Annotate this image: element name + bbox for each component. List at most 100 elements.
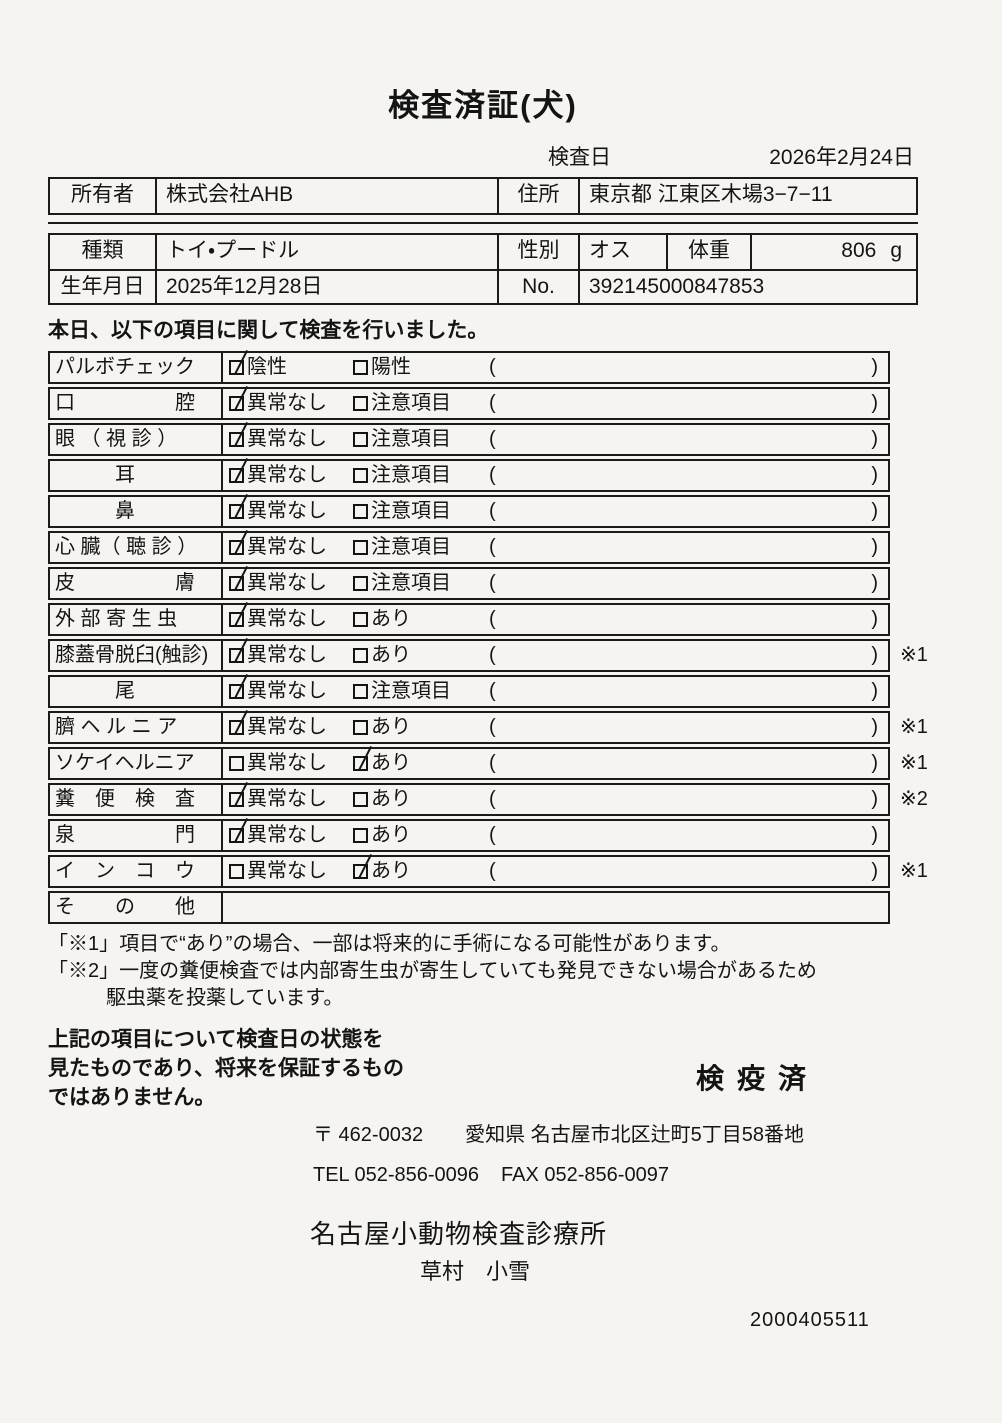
checkbox-option1-icon bbox=[229, 612, 244, 627]
row-note-mark: ※1 bbox=[900, 716, 928, 738]
breed-row: 種類 トイ・プードル 性別 オス 体重 806 g bbox=[50, 235, 916, 269]
owner-table: 所有者 株式会社AHB 住所 東京都 江東区木場3−7−11 bbox=[48, 177, 918, 215]
checklist-row: パルボチェック 陰性 陽性 ( ) bbox=[48, 351, 890, 384]
checklist-row: 耳 異常なし 注意項目 ( ) bbox=[48, 459, 890, 492]
paren-close-mark: ) bbox=[871, 788, 878, 810]
inspection-date-label: 検査日 bbox=[548, 146, 611, 169]
option2-label: 注意項目 bbox=[371, 680, 451, 702]
option1-label: 異常なし bbox=[247, 572, 327, 594]
clinic-name: 名古屋小動物検査診療所 bbox=[310, 1219, 608, 1249]
option1-label: 異常なし bbox=[247, 680, 327, 702]
checklist-row: ソケイヘルニア 異常なし あり ( ) ※1 bbox=[48, 747, 928, 780]
checklist-row-options: 異常なし あり ( ) bbox=[223, 641, 888, 670]
option2-label: 陽性 bbox=[371, 356, 411, 378]
postal-code: 〒 462-0032 bbox=[313, 1124, 424, 1146]
checklist-row-options: 異常なし 注意項目 ( ) bbox=[223, 533, 888, 562]
checklist-row-label: 糞 便 検 査 bbox=[50, 785, 223, 814]
checklist-row-options: ( ) bbox=[223, 893, 888, 922]
option1-label: 異常なし bbox=[247, 392, 327, 414]
paren-open-mark: ( bbox=[489, 536, 496, 558]
footnote-2-line2: 駆虫薬を投薬しています。 bbox=[106, 987, 344, 1009]
checklist-row-options: 異常なし あり ( ) bbox=[223, 605, 888, 634]
clinic-address: 愛知県 名古屋市北区辻町5丁目58番地 bbox=[465, 1124, 805, 1146]
paren-close-mark: ) bbox=[871, 608, 878, 630]
checkbox-option1-icon bbox=[229, 468, 244, 483]
option2-label: 注意項目 bbox=[371, 428, 451, 450]
checklist-row: 口 腔 異常なし 注意項目 ( ) bbox=[48, 387, 890, 420]
paren-open-mark: ( bbox=[489, 860, 496, 882]
checklist-row-label: 外 部 寄 生 虫 bbox=[50, 605, 223, 634]
footer-block: 上記の項目について検査日の状態を 見たものであり、将来を保証するもの ではありま… bbox=[48, 1025, 918, 1112]
checklist-row-label: 尾 bbox=[50, 677, 223, 706]
sex-label: 性別 bbox=[499, 235, 580, 269]
no-value: 392145000847853 bbox=[589, 275, 765, 298]
checkbox-option1-icon bbox=[229, 648, 244, 663]
checklist-row-options: 異常なし 注意項目 ( ) bbox=[223, 497, 888, 526]
checklist-row-options: 異常なし あり ( ) bbox=[223, 857, 888, 886]
option1-label: 異常なし bbox=[247, 752, 327, 774]
paren-close-mark: ) bbox=[871, 572, 878, 594]
option2-label: あり bbox=[371, 608, 411, 630]
option2-label: 注意項目 bbox=[371, 536, 451, 558]
paren-open-mark: ( bbox=[489, 356, 496, 378]
option1-label: 異常なし bbox=[247, 428, 327, 450]
checklist-row-options: 異常なし あり ( ) bbox=[223, 821, 888, 850]
paren-close-mark: ) bbox=[871, 392, 878, 414]
checkbox-option2-icon bbox=[353, 828, 368, 843]
checkbox-option1-icon bbox=[229, 828, 244, 843]
checkbox-option1-icon bbox=[229, 396, 244, 411]
checklist-row: 外 部 寄 生 虫 異常なし あり ( ) bbox=[48, 603, 890, 636]
footnotes: 「※1」項目で“あり”の場合、一部は将来的に手術になる可能性があります。 「※2… bbox=[48, 931, 918, 1012]
checkbox-option2-icon bbox=[353, 360, 368, 375]
paren-open-mark: ( bbox=[489, 644, 496, 666]
quarantine-stamp: 検疫済 bbox=[696, 1063, 820, 1094]
paren-close-mark: ) bbox=[871, 536, 878, 558]
animal-table: 種類 トイ・プードル 性別 オス 体重 806 g 生年月日 2025年12月28… bbox=[48, 233, 918, 305]
inspection-date-row: 検査日 2026年2月24日 bbox=[48, 141, 918, 169]
paren-close-mark: ) bbox=[871, 752, 878, 774]
weight-label: 体重 bbox=[668, 235, 752, 269]
checklist-row: 膝蓋骨脱臼(触診) 異常なし あり ( ) ※1 bbox=[48, 639, 928, 672]
checkbox-option2-icon bbox=[353, 432, 368, 447]
page-title: 検査済証(犬) bbox=[388, 88, 578, 123]
checkbox-option1-icon bbox=[229, 540, 244, 555]
option2-label: あり bbox=[371, 752, 411, 774]
disclaimer-line2: 見たものであり、将来を保証するもの bbox=[48, 1057, 404, 1080]
option1-label: 異常なし bbox=[247, 860, 327, 882]
option2-label: あり bbox=[371, 716, 411, 738]
checkbox-option2-icon bbox=[353, 756, 368, 771]
weight-value: 806 bbox=[841, 239, 877, 262]
disclaimer-line1: 上記の項目について検査日の状態を bbox=[48, 1028, 384, 1051]
checklist-row-options: 陰性 陽性 ( ) bbox=[223, 353, 888, 382]
checklist-row-label: ソケイヘルニア bbox=[50, 749, 223, 778]
checkbox-option2-icon bbox=[353, 612, 368, 627]
paren-close-mark: ) bbox=[871, 464, 878, 486]
sex-value: オス bbox=[580, 235, 668, 269]
option2-label: 注意項目 bbox=[371, 572, 451, 594]
checkbox-option1-icon bbox=[229, 504, 244, 519]
checklist-row-options: 異常なし あり ( ) bbox=[223, 749, 888, 778]
checklist-row-options: 異常なし 注意項目 ( ) bbox=[223, 461, 888, 490]
row-note-mark: ※1 bbox=[900, 752, 928, 774]
paren-open-mark: ( bbox=[489, 788, 496, 810]
paren-open-mark: ( bbox=[489, 824, 496, 846]
paren-close-mark: ) bbox=[871, 680, 878, 702]
checklist-row: 鼻 異常なし 注意項目 ( ) bbox=[48, 495, 890, 528]
breed-value: トイ・プードル bbox=[157, 235, 499, 269]
option2-label: 注意項目 bbox=[371, 392, 451, 414]
checkbox-option2-icon bbox=[353, 792, 368, 807]
owner-row: 所有者 株式会社AHB 住所 東京都 江東区木場3−7−11 bbox=[50, 179, 916, 213]
paren-close-mark: ) bbox=[871, 716, 878, 738]
checklist-table: パルボチェック 陰性 陽性 ( ) 口 腔 異常なし 注意項目 bbox=[48, 351, 928, 924]
checkbox-option2-icon bbox=[353, 576, 368, 591]
option1-label: 異常なし bbox=[247, 536, 327, 558]
footnote-1: 「※1」項目で“あり”の場合、一部は将来的に手術になる可能性があります。 bbox=[48, 933, 731, 955]
checklist-row: 皮 膚 異常なし 注意項目 ( ) bbox=[48, 567, 890, 600]
paren-open-mark: ( bbox=[489, 428, 496, 450]
option1-label: 陰性 bbox=[247, 356, 287, 378]
checklist-row-label: パルボチェック bbox=[50, 353, 223, 382]
checkbox-option1-icon bbox=[229, 792, 244, 807]
address-value: 東京都 江東区木場3−7−11 bbox=[589, 183, 833, 206]
birth-value: 2025年12月28日 bbox=[157, 271, 499, 303]
option1-label: 異常なし bbox=[247, 500, 327, 522]
